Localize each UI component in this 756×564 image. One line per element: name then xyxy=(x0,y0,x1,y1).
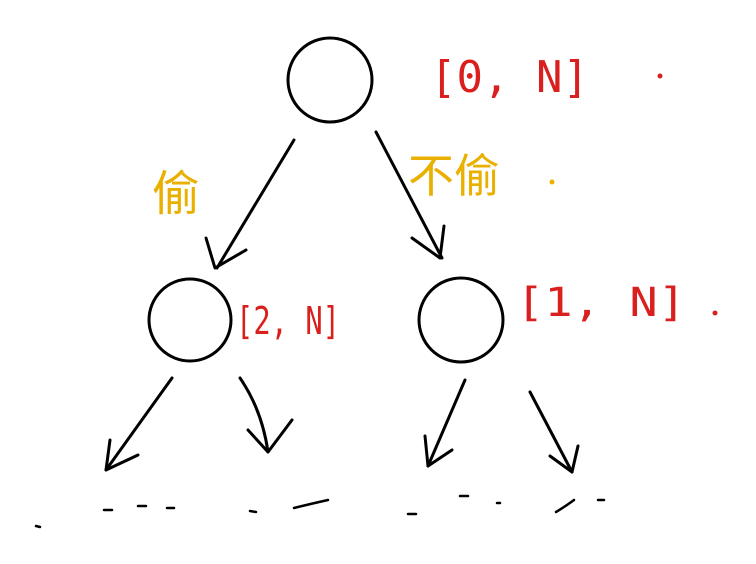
edge-left-child-right xyxy=(238,376,294,454)
edge-left-child-left xyxy=(104,376,174,472)
root-range-label: [0, N] xyxy=(430,52,589,103)
edge-root-right xyxy=(374,130,446,260)
left-child-node xyxy=(147,277,233,363)
right-branch-dot xyxy=(549,179,555,185)
edge-right-child-left xyxy=(423,378,467,468)
right-child-node xyxy=(417,276,505,364)
right-child-label-dot xyxy=(712,310,718,316)
continuation-dashes xyxy=(34,494,606,529)
edge-root-left xyxy=(204,138,296,270)
root-label-dot xyxy=(657,73,663,79)
right-child-range-label: [1, N] xyxy=(516,280,686,326)
left-branch-label: 偷 xyxy=(152,166,200,222)
right-branch-label: 不偷 xyxy=(408,149,500,203)
edge-right-child-right xyxy=(528,390,580,474)
left-child-range-label: [2, N] xyxy=(236,299,340,343)
root-node xyxy=(286,36,374,124)
